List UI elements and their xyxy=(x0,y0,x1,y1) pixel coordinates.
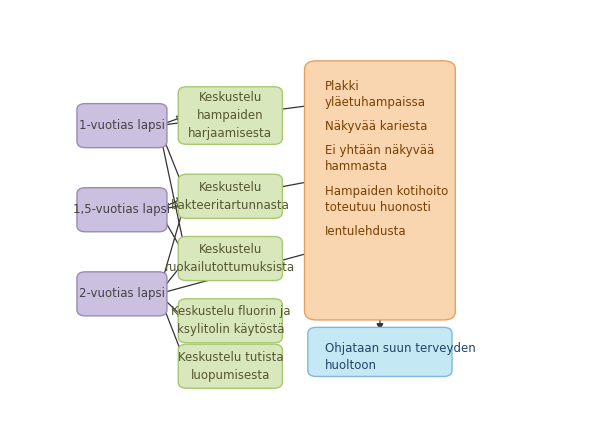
FancyBboxPatch shape xyxy=(178,87,282,144)
FancyBboxPatch shape xyxy=(178,174,282,218)
Text: 2-vuotias lapsi: 2-vuotias lapsi xyxy=(79,288,165,300)
Text: Näkyvää kariesta: Näkyvää kariesta xyxy=(325,120,427,133)
FancyBboxPatch shape xyxy=(308,327,452,377)
Text: Keskustelu fluorin ja
ksylitolin käytöstä: Keskustelu fluorin ja ksylitolin käytöst… xyxy=(171,305,290,336)
Text: Keskustelu tutista
luopumisesta: Keskustelu tutista luopumisesta xyxy=(178,351,283,382)
Text: Ei yhtään näkyvää: Ei yhtään näkyvää xyxy=(325,144,434,157)
Text: toteutuu huonosti: toteutuu huonosti xyxy=(325,201,430,214)
FancyBboxPatch shape xyxy=(305,61,455,320)
FancyBboxPatch shape xyxy=(178,236,282,281)
Text: Ientulehdusta: Ientulehdusta xyxy=(325,225,406,238)
Text: hammasta: hammasta xyxy=(325,160,388,173)
FancyBboxPatch shape xyxy=(178,344,282,388)
Text: Keskustelu
hampaiden
harjaamisesta: Keskustelu hampaiden harjaamisesta xyxy=(188,91,272,140)
FancyBboxPatch shape xyxy=(77,188,167,232)
Text: 1-vuotias lapsi: 1-vuotias lapsi xyxy=(79,119,165,132)
Text: Hampaiden kotihoito: Hampaiden kotihoito xyxy=(325,184,448,198)
Text: Ohjataan suun terveyden: Ohjataan suun terveyden xyxy=(325,342,475,355)
FancyBboxPatch shape xyxy=(178,299,282,343)
Text: huoltoon: huoltoon xyxy=(325,359,377,372)
FancyBboxPatch shape xyxy=(77,104,167,148)
Text: 1,5-vuotias lapsi: 1,5-vuotias lapsi xyxy=(74,203,170,216)
Text: yläetuhampaissa: yläetuhampaissa xyxy=(325,96,426,109)
Text: Keskustelu
ruokailutottumuksista: Keskustelu ruokailutottumuksista xyxy=(165,243,295,274)
Text: Plakki: Plakki xyxy=(325,80,359,93)
Text: Keskustelu
bakteeritartunnasta: Keskustelu bakteeritartunnasta xyxy=(171,181,290,212)
FancyBboxPatch shape xyxy=(77,272,167,316)
